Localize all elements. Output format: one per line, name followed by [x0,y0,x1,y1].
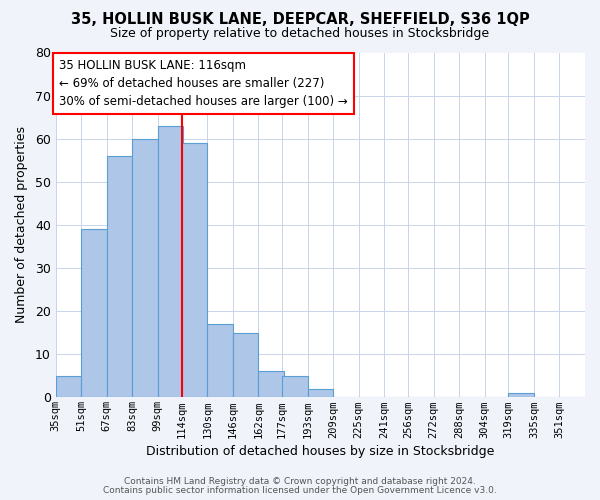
Bar [207,324,233,398]
Bar [82,229,107,398]
Bar [158,126,184,398]
Text: Contains HM Land Registry data © Crown copyright and database right 2024.: Contains HM Land Registry data © Crown c… [124,477,476,486]
Bar [282,376,308,398]
Bar [258,372,284,398]
Bar [107,156,133,398]
Text: 35, HOLLIN BUSK LANE, DEEPCAR, SHEFFIELD, S36 1QP: 35, HOLLIN BUSK LANE, DEEPCAR, SHEFFIELD… [71,12,529,28]
Bar [508,393,534,398]
Bar [233,332,258,398]
Bar [308,388,333,398]
Bar [182,143,207,398]
Bar [133,138,158,398]
Text: Size of property relative to detached houses in Stocksbridge: Size of property relative to detached ho… [110,28,490,40]
Text: Contains public sector information licensed under the Open Government Licence v3: Contains public sector information licen… [103,486,497,495]
Text: 35 HOLLIN BUSK LANE: 116sqm
← 69% of detached houses are smaller (227)
30% of se: 35 HOLLIN BUSK LANE: 116sqm ← 69% of det… [59,59,348,108]
Y-axis label: Number of detached properties: Number of detached properties [15,126,28,324]
X-axis label: Distribution of detached houses by size in Stocksbridge: Distribution of detached houses by size … [146,444,494,458]
Bar [56,376,82,398]
